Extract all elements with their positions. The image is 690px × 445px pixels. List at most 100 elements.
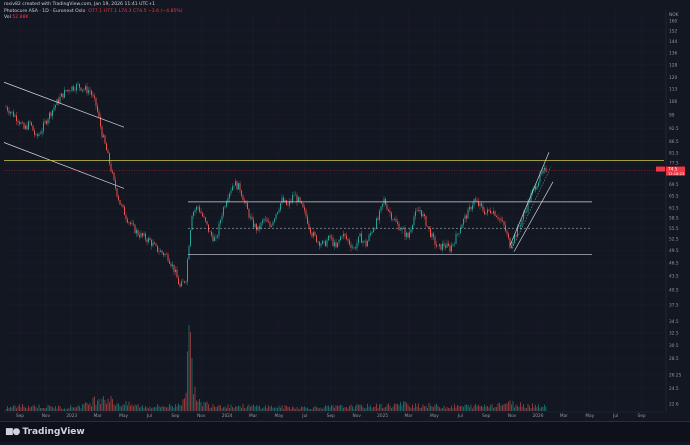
candle-body — [346, 236, 347, 239]
candle-body — [118, 196, 119, 200]
volume-bar — [127, 406, 128, 411]
volume-bar — [337, 406, 338, 411]
volume-bar — [304, 407, 305, 411]
candle-body — [508, 234, 509, 238]
volume-bar — [19, 404, 20, 411]
candle-body — [76, 84, 77, 90]
volume-bar — [373, 407, 374, 411]
brand-logo[interactable]: ■●TradingView — [5, 427, 85, 437]
volume-bar — [538, 405, 539, 411]
candle-body — [139, 235, 140, 237]
candle-body — [303, 203, 304, 207]
volume-bar — [516, 405, 517, 411]
volume-bar — [240, 406, 241, 411]
volume-bar — [460, 406, 461, 411]
volume-bar — [12, 407, 13, 411]
candle-body — [160, 251, 161, 252]
volume-bar — [441, 409, 442, 411]
candle-body — [244, 200, 245, 201]
volume-bar — [189, 325, 190, 411]
candle-body — [33, 125, 34, 130]
candle-body — [180, 284, 181, 286]
volume-bar — [543, 407, 544, 411]
volume-bar — [160, 407, 161, 411]
candle-body — [204, 216, 205, 217]
candle-body — [175, 270, 176, 272]
y-tick-label: 152 — [669, 29, 677, 35]
candle-body — [447, 243, 448, 247]
volume-bar — [154, 407, 155, 411]
candle-body — [174, 265, 175, 272]
candle-body — [445, 246, 446, 248]
y-tick-label: 34.5 — [669, 319, 679, 325]
candle-body — [196, 207, 197, 210]
volume-bar — [162, 406, 163, 411]
x-tick-label: Nov — [353, 413, 362, 419]
candle-body — [51, 113, 52, 116]
candle-body — [252, 217, 253, 220]
volume-bar — [492, 404, 493, 411]
candle-body — [135, 225, 136, 233]
candle-body — [442, 244, 443, 250]
candle-body — [52, 110, 53, 116]
volume-bar — [168, 407, 169, 411]
candle-body — [432, 233, 433, 237]
candle-body — [535, 187, 536, 190]
volume-bar — [166, 407, 167, 411]
volume-bar — [187, 351, 188, 411]
volume-bar — [250, 407, 251, 411]
volume-bar — [112, 399, 113, 411]
volume-bar — [336, 405, 337, 411]
candle-body — [448, 243, 449, 245]
candle-body — [261, 223, 262, 229]
volume-bar — [531, 408, 532, 411]
x-tick-label: Jul — [457, 413, 463, 419]
candle-body — [91, 91, 92, 95]
candle-body — [97, 106, 98, 112]
candle-body — [382, 204, 383, 207]
candle-body — [313, 232, 314, 236]
volume-bar — [346, 407, 347, 411]
volume-bar — [318, 408, 319, 411]
volume-bar — [397, 404, 398, 411]
volume-bar — [361, 405, 362, 411]
candle-body — [348, 239, 349, 240]
currency-label: NOK — [669, 12, 679, 18]
candle-body — [72, 86, 73, 91]
volume-bar — [513, 401, 514, 411]
volume-bar — [355, 406, 356, 411]
volume-bar — [499, 403, 500, 411]
volume-bar — [429, 403, 430, 411]
volume-bar — [445, 409, 446, 411]
volume-bar — [451, 406, 452, 411]
candle-body — [172, 265, 173, 266]
candle-body — [486, 213, 487, 214]
candle-body — [331, 237, 332, 238]
symbol-title[interactable]: Photocure ASA · 1D · Euronext Oslo — [4, 9, 85, 14]
y-tick-label: 28.5 — [669, 356, 679, 362]
volume-bar — [477, 406, 478, 411]
volume-bar — [447, 407, 448, 411]
volume-bar — [252, 405, 253, 411]
volume-bar — [135, 404, 136, 411]
volume-bar — [343, 408, 344, 411]
candle-body — [211, 232, 212, 236]
volume-bar — [469, 407, 470, 411]
candle-body — [79, 84, 80, 88]
volume-bar — [223, 407, 224, 411]
candle-body — [31, 122, 32, 125]
y-tick-label: 120 — [669, 75, 677, 81]
volume-bar — [294, 407, 295, 411]
candle-body — [61, 94, 62, 97]
volume-bar — [465, 405, 466, 411]
volume-bar — [457, 405, 458, 411]
candle-body — [480, 203, 481, 206]
candle-body — [241, 191, 242, 196]
candle-body — [69, 90, 70, 91]
volume-bar — [49, 406, 50, 411]
volume-bar — [493, 408, 494, 411]
volume-bar — [105, 400, 106, 411]
volume-bar — [196, 400, 197, 411]
